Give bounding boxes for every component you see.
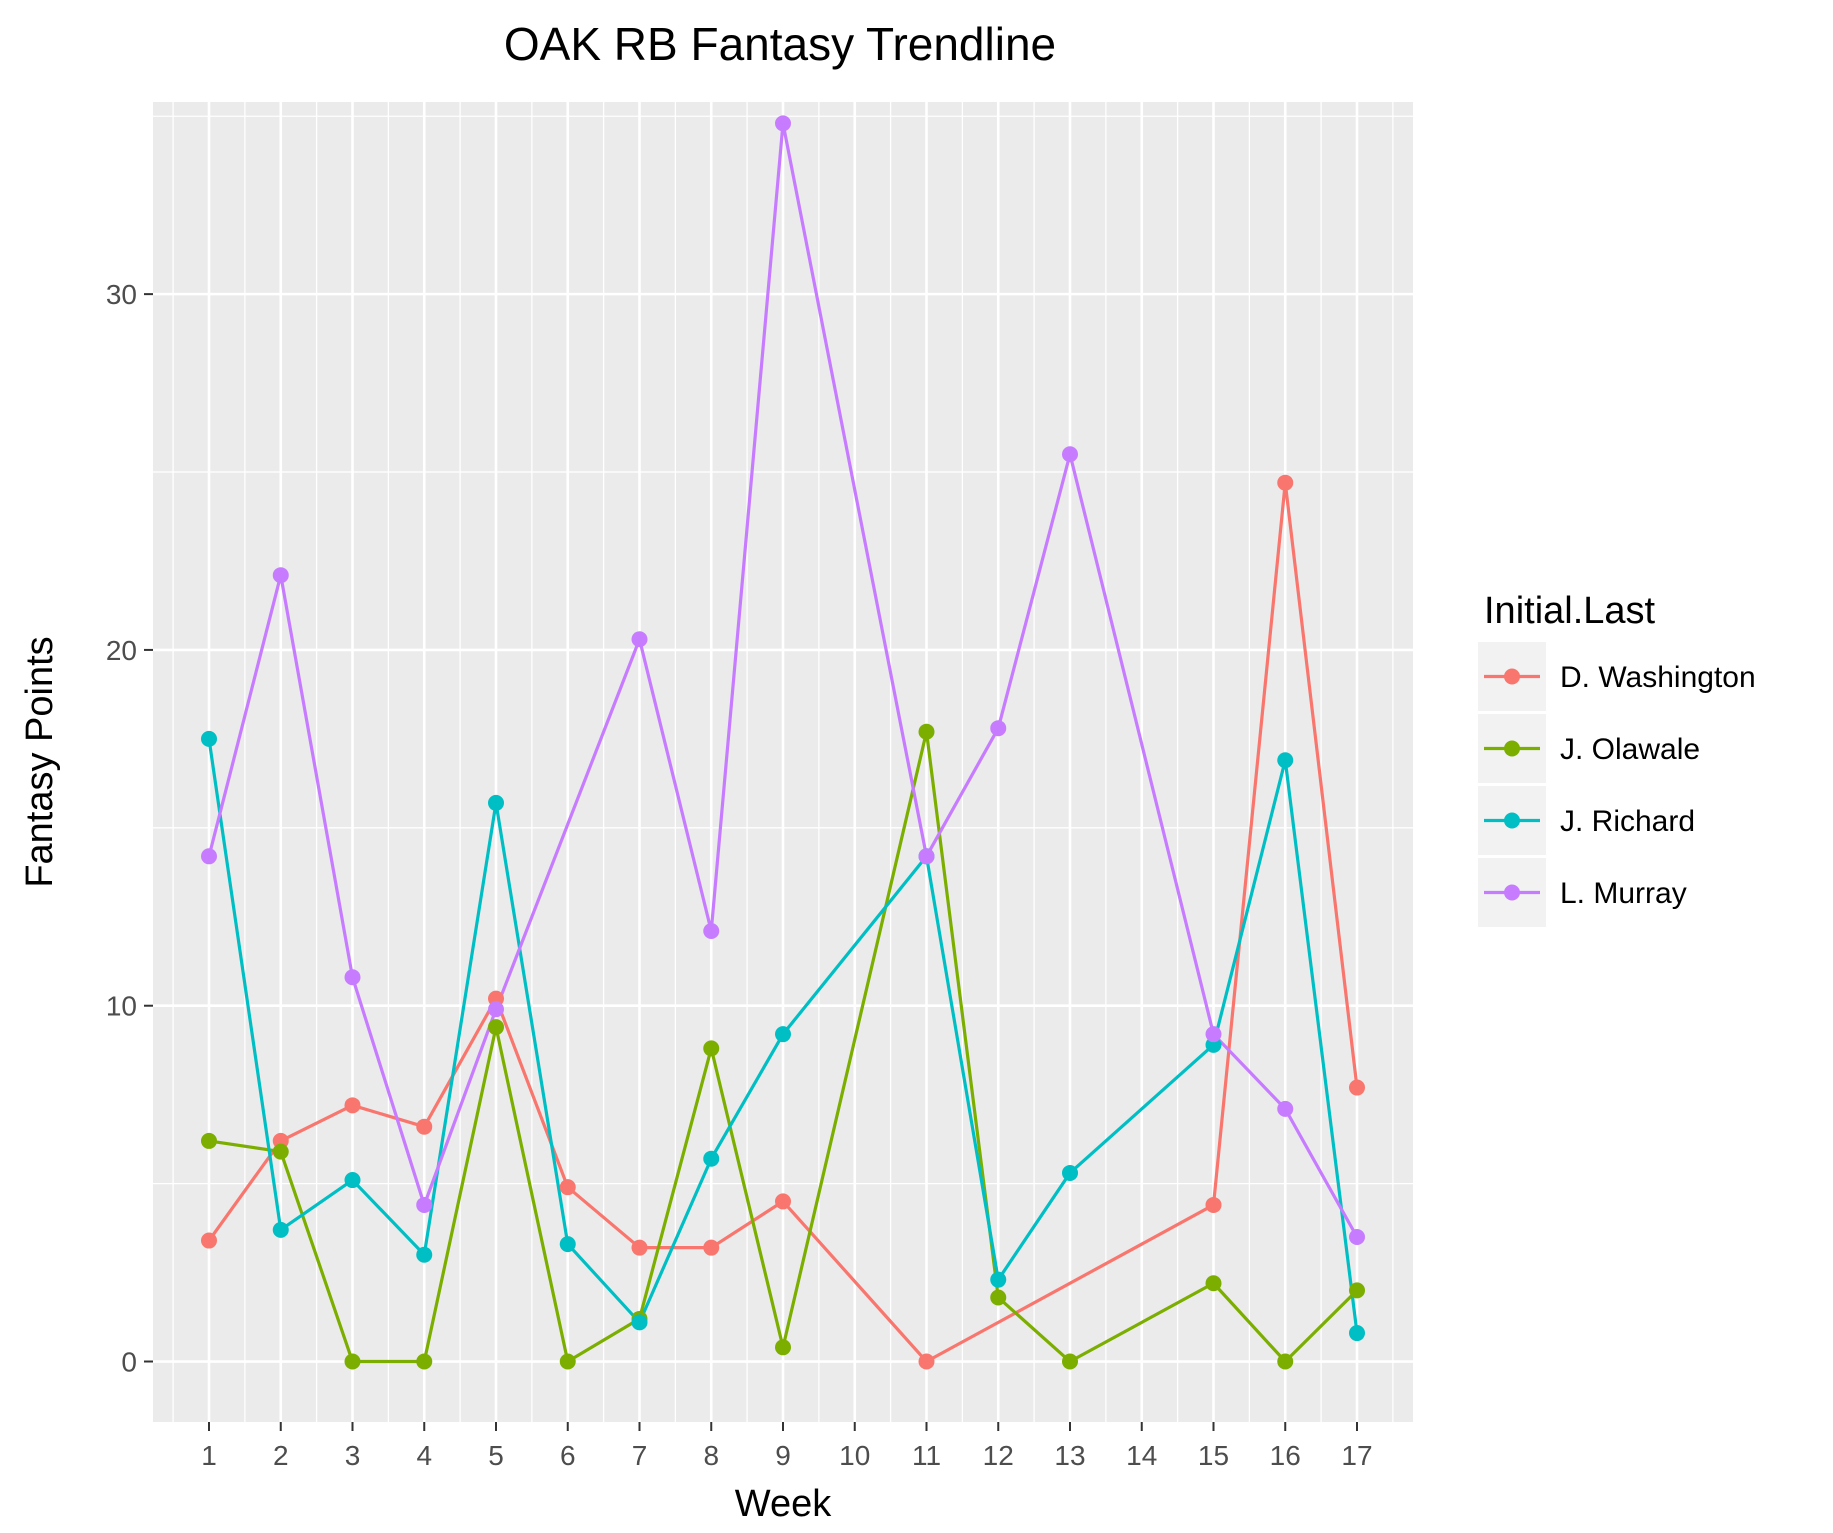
legend: Initial.Last D. Washington J. Olawale J. R… [1478, 590, 1756, 927]
data-point-l-murray [631, 631, 648, 648]
data-point-l-murray [1205, 1026, 1222, 1043]
chart-title: OAK RB Fantasy Trendline [504, 18, 1056, 70]
data-point-l-murray [201, 848, 217, 865]
data-point-l-murray [918, 848, 935, 865]
x-tick-label: 3 [345, 1440, 361, 1471]
data-point-j-richard [775, 1026, 791, 1043]
x-tick-label: 6 [560, 1440, 576, 1471]
data-point-j-richard [1349, 1325, 1365, 1342]
data-point-j-olawale [416, 1353, 433, 1370]
data-point-d-washington [559, 1179, 576, 1196]
series-points [201, 115, 1365, 1370]
data-point-d-washington [1277, 474, 1294, 491]
x-axis-title: Week [735, 1483, 832, 1525]
data-point-j-richard [1277, 752, 1294, 769]
data-point-j-olawale [990, 1289, 1007, 1306]
data-point-j-richard [990, 1271, 1007, 1288]
x-tick-label: 1 [201, 1440, 217, 1471]
x-tick-label: 7 [632, 1440, 648, 1471]
data-point-d-washington [344, 1097, 361, 1114]
data-point-j-olawale [201, 1132, 217, 1149]
x-tick-label: 13 [1054, 1440, 1085, 1471]
data-point-j-richard [344, 1172, 361, 1189]
y-axis-title: Fantasy Points [19, 636, 61, 887]
data-point-l-murray [344, 969, 361, 986]
data-point-l-murray [416, 1196, 433, 1213]
y-tick-label: 20 [106, 635, 137, 666]
legend-label-j-richard: J. Richard [1560, 805, 1695, 838]
x-tick-label: 14 [1126, 1440, 1157, 1471]
legend-title: Initial.Last [1484, 590, 1656, 632]
x-tick-label: 8 [703, 1440, 719, 1471]
data-point-j-olawale [775, 1339, 791, 1356]
legend-marker-l-murray [1504, 884, 1520, 901]
data-point-d-washington [703, 1239, 720, 1256]
data-point-d-washington [631, 1239, 648, 1256]
data-point-d-washington [416, 1118, 433, 1135]
data-point-j-richard [703, 1150, 720, 1167]
y-tick-label: 10 [106, 991, 137, 1022]
legend-marker-j-richard [1504, 812, 1520, 829]
data-point-l-murray [1062, 446, 1078, 463]
data-point-d-washington [201, 1232, 217, 1249]
data-point-j-olawale [703, 1040, 720, 1057]
legend-marker-d-washington [1504, 668, 1520, 685]
legend-marker-j-olawale [1504, 740, 1520, 757]
x-tick-label: 15 [1198, 1440, 1229, 1471]
data-point-d-washington [1205, 1196, 1222, 1213]
legend-label-d-washington: D. Washington [1560, 661, 1756, 694]
data-point-j-olawale [1277, 1353, 1294, 1370]
data-point-l-murray [990, 720, 1007, 737]
y-tick-label: 30 [106, 279, 137, 310]
data-point-j-richard [1062, 1164, 1078, 1181]
data-point-j-olawale [1349, 1282, 1365, 1299]
data-point-j-olawale [1205, 1275, 1222, 1292]
data-point-l-murray [703, 923, 720, 940]
data-point-j-olawale [1062, 1353, 1078, 1370]
legend-label-l-murray: L. Murray [1560, 877, 1687, 910]
data-point-j-richard [201, 730, 217, 747]
data-point-d-washington [775, 1193, 791, 1210]
x-tick-label: 4 [416, 1440, 432, 1471]
x-tick-label: 12 [983, 1440, 1014, 1471]
legend-items: D. Washington J. Olawale J. Richard L. Murr… [1478, 642, 1756, 927]
y-axis: 0 10 20 30 [106, 279, 153, 1378]
x-tick-label: 10 [839, 1440, 870, 1471]
data-point-d-washington [1349, 1079, 1365, 1096]
series-line-l-murray [207, 121, 1359, 1238]
legend-label-j-olawale: J. Olawale [1560, 733, 1700, 766]
x-tick-label: 9 [775, 1440, 791, 1471]
data-point-j-olawale [272, 1143, 289, 1160]
x-tick-label: 11 [912, 1440, 941, 1471]
data-point-l-murray [1349, 1228, 1365, 1245]
data-point-j-richard [559, 1236, 576, 1253]
data-point-l-murray [272, 567, 289, 584]
x-tick-label: 2 [273, 1440, 289, 1471]
data-point-j-richard [416, 1246, 433, 1263]
y-tick-label: 0 [121, 1347, 137, 1378]
x-axis: 1 2 3 4 5 6 7 8 9 10 11 12 13 14 15 16 17 [201, 1422, 1373, 1471]
x-tick-label: 5 [488, 1440, 504, 1471]
data-point-j-richard [272, 1221, 289, 1238]
x-tick-label: 16 [1270, 1440, 1301, 1471]
data-point-j-richard [631, 1314, 648, 1331]
data-point-j-olawale [559, 1353, 576, 1370]
data-point-j-olawale [344, 1353, 361, 1370]
data-point-l-murray [1277, 1100, 1294, 1117]
data-point-l-murray [775, 115, 791, 132]
data-point-j-olawale [488, 1019, 504, 1036]
data-point-j-richard [488, 794, 504, 811]
data-point-d-washington [918, 1353, 935, 1370]
x-tick-label: 17 [1341, 1440, 1372, 1471]
data-point-j-olawale [918, 723, 935, 740]
data-point-l-murray [488, 1001, 504, 1018]
